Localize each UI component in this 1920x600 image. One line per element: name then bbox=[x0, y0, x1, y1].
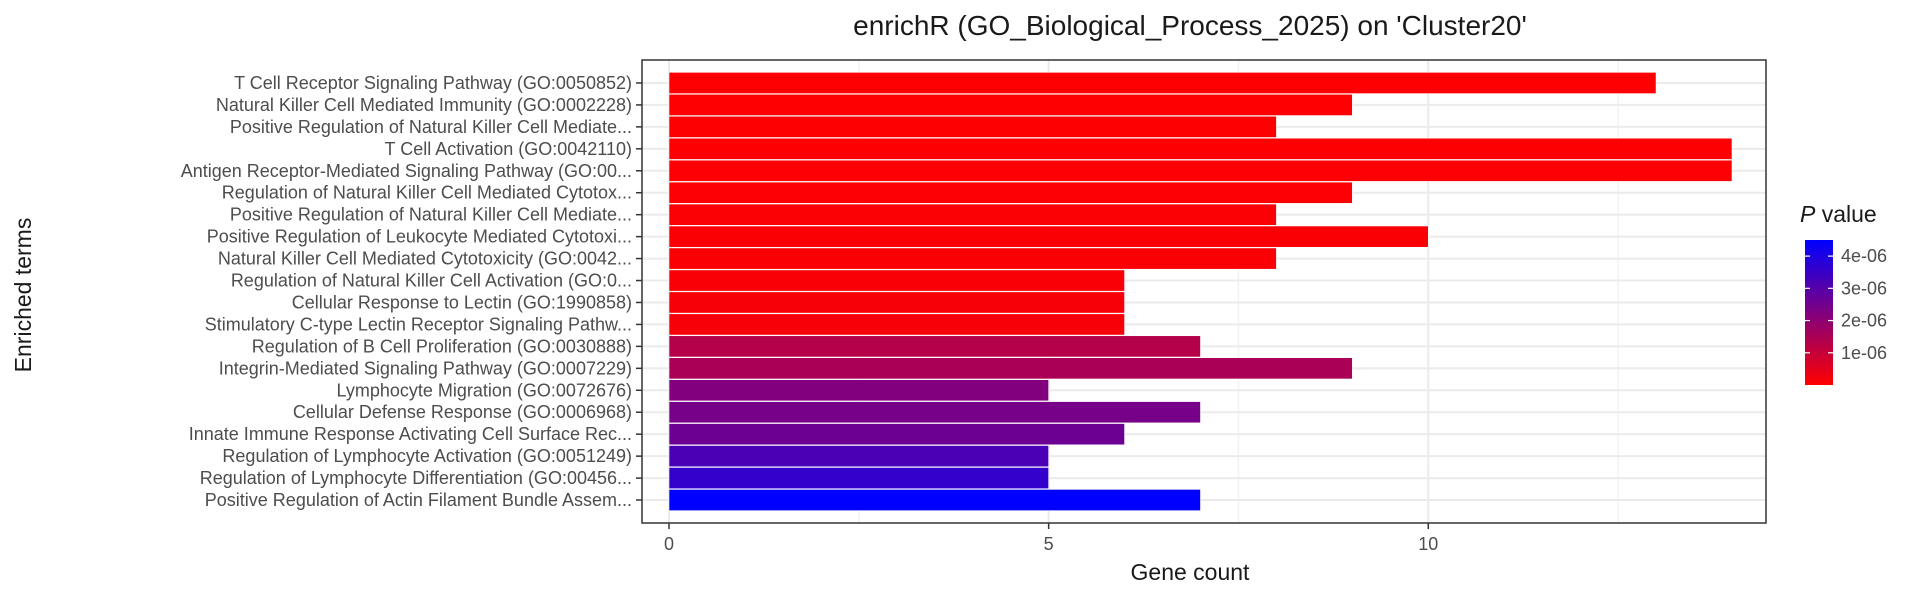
y-tick-label-3: T Cell Activation (GO:0042110) bbox=[385, 139, 632, 159]
bar-19 bbox=[668, 489, 1201, 511]
y-axis-title: Enriched terms bbox=[10, 218, 36, 373]
x-tick-label-0: 0 bbox=[664, 534, 674, 554]
bar-2 bbox=[668, 115, 1277, 138]
y-tick-label-5: Regulation of Natural Killer Cell Mediat… bbox=[222, 183, 632, 203]
bar-18 bbox=[668, 467, 1049, 490]
bar-8 bbox=[668, 247, 1277, 270]
bar-4 bbox=[668, 159, 1733, 182]
y-tick-label-13: Integrin-Mediated Signaling Pathway (GO:… bbox=[219, 358, 632, 378]
bar-6 bbox=[668, 203, 1277, 226]
bar-15 bbox=[668, 401, 1201, 424]
y-tick-label-11: Stimulatory C-type Lectin Receptor Signa… bbox=[205, 314, 632, 334]
legend-tick-label-3: 4e-06 bbox=[1841, 246, 1887, 266]
x-axis-title: Gene count bbox=[1131, 559, 1251, 585]
y-tick-label-6: Positive Regulation of Natural Killer Ce… bbox=[230, 205, 632, 225]
y-tick-label-10: Cellular Response to Lectin (GO:1990858) bbox=[292, 292, 632, 312]
y-tick-label-19: Positive Regulation of Actin Filament Bu… bbox=[205, 490, 632, 510]
y-tick-label-18: Regulation of Lymphocyte Differentiation… bbox=[200, 468, 632, 488]
bar-7 bbox=[668, 225, 1429, 248]
bar-10 bbox=[668, 291, 1125, 314]
legend-tick-label-2: 3e-06 bbox=[1841, 278, 1887, 298]
y-tick-label-8: Natural Killer Cell Mediated Cytotoxicit… bbox=[218, 249, 632, 269]
legend-tick-label-0: 1e-06 bbox=[1841, 343, 1887, 363]
y-tick-label-1: Natural Killer Cell Mediated Immunity (G… bbox=[216, 95, 632, 115]
panel-border bbox=[641, 59, 1767, 524]
legend-title: P value bbox=[1800, 201, 1877, 227]
y-tick-label-9: Regulation of Natural Killer Cell Activa… bbox=[231, 271, 632, 291]
bar-13 bbox=[668, 357, 1353, 380]
bar-14 bbox=[668, 379, 1049, 402]
bar-12 bbox=[668, 335, 1201, 358]
x-tick-label-2: 10 bbox=[1418, 534, 1438, 554]
bar-0 bbox=[668, 72, 1657, 94]
y-tick-label-2: Positive Regulation of Natural Killer Ce… bbox=[230, 117, 632, 137]
y-tick-label-12: Regulation of B Cell Proliferation (GO:0… bbox=[252, 336, 632, 356]
x-axis-ticks: 0 5 10 bbox=[664, 523, 1438, 554]
y-tick-label-14: Lymphocyte Migration (GO:0072676) bbox=[337, 380, 632, 400]
bar-3 bbox=[668, 137, 1733, 160]
bars bbox=[668, 72, 1733, 511]
y-tick-label-4: Antigen Receptor-Mediated Signaling Path… bbox=[181, 161, 632, 181]
legend-title-italic: P bbox=[1800, 201, 1816, 227]
y-tick-label-16: Innate Immune Response Activating Cell S… bbox=[189, 424, 632, 444]
bar-16 bbox=[668, 423, 1125, 446]
legend: P value 1e-06 2e-06 3e-06 4e-06 bbox=[1800, 201, 1887, 385]
y-tick-label-7: Positive Regulation of Leukocyte Mediate… bbox=[207, 227, 632, 247]
y-axis-ticks: T Cell Receptor Signaling Pathway (GO:00… bbox=[181, 73, 642, 510]
y-tick-label-0: T Cell Receptor Signaling Pathway (GO:00… bbox=[234, 73, 632, 93]
y-tick-label-17: Regulation of Lymphocyte Activation (GO:… bbox=[222, 446, 632, 466]
y-tick-label-15: Cellular Defense Response (GO:0006968) bbox=[293, 402, 632, 422]
bar-5 bbox=[668, 181, 1353, 204]
bar-1 bbox=[668, 93, 1353, 116]
bar-9 bbox=[668, 269, 1125, 292]
x-tick-label-1: 5 bbox=[1044, 534, 1054, 554]
legend-colorbar bbox=[1805, 240, 1833, 385]
legend-tick-label-1: 2e-06 bbox=[1841, 311, 1887, 331]
legend-ticks: 1e-06 2e-06 3e-06 4e-06 bbox=[1805, 246, 1887, 363]
legend-title-rest: value bbox=[1815, 201, 1876, 227]
bar-17 bbox=[668, 445, 1049, 468]
chart-title: enrichR (GO_Biological_Process_2025) on … bbox=[853, 10, 1527, 41]
bar-11 bbox=[668, 313, 1125, 336]
